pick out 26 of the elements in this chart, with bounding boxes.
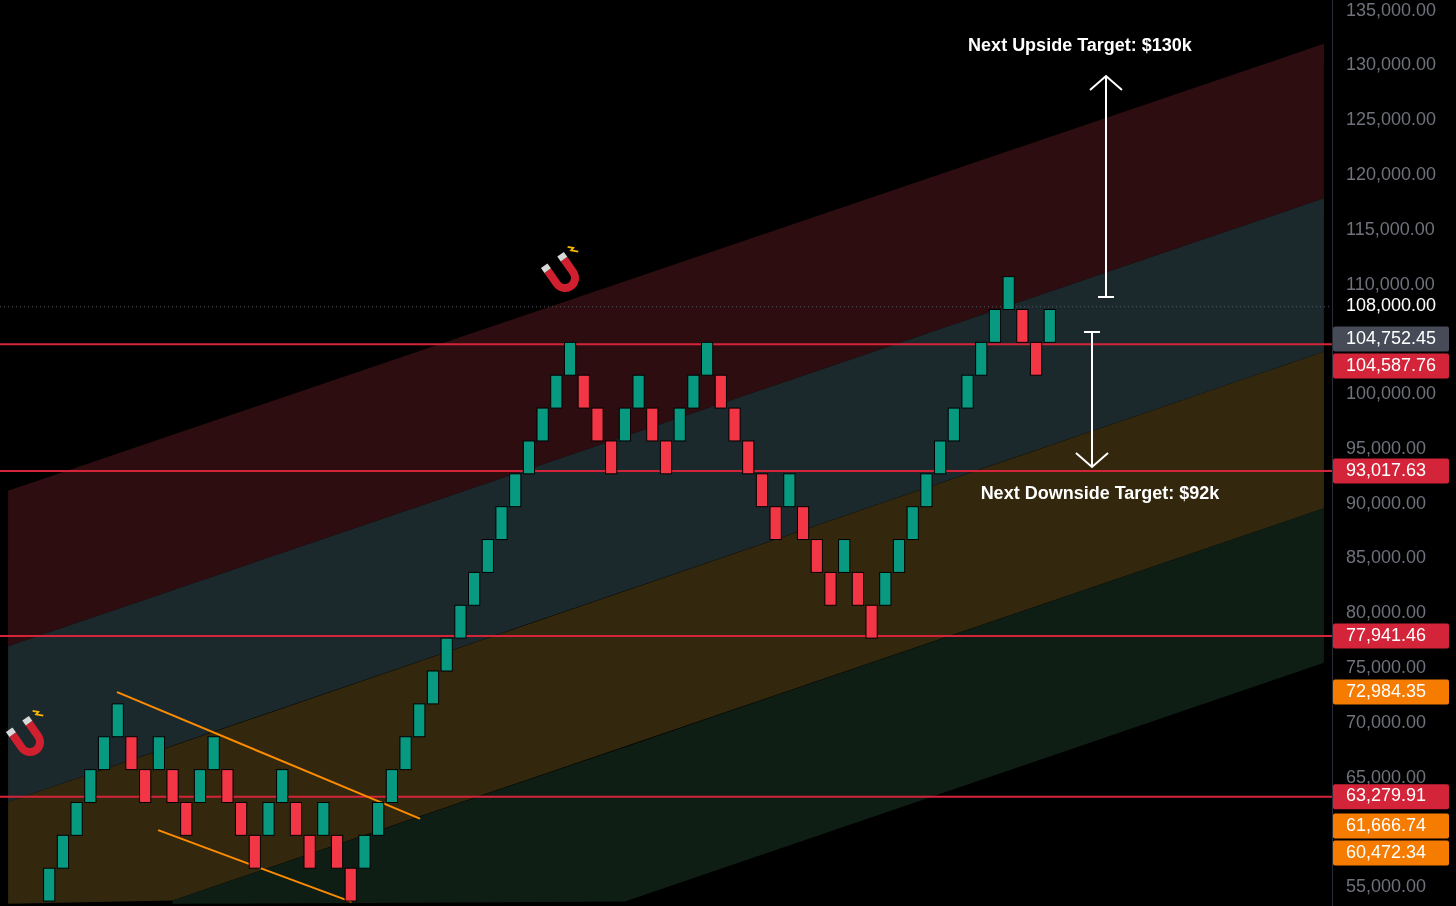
y-tick-label: 55,000.00 [1346,876,1427,897]
ref-line-label: 104,587.76 [1346,354,1437,375]
y-tick-label: 110,000.00 [1346,273,1435,294]
text: 60,472.34 [1346,841,1427,862]
ref-line-label: 108,000.00 [1346,295,1437,316]
annotation: Next Upside Target: $130k [968,34,1193,55]
y-tick-label: 75,000.00 [1346,657,1427,678]
y-tick-label: 85,000.00 [1346,547,1427,568]
text: 104,752.45 [1346,327,1437,348]
y-tick-label: 65,000.00 [1346,766,1427,787]
y-tick-label: 115,000.00 [1346,218,1435,239]
ref-line-label: 77,941.46 [1346,624,1427,645]
y-tick-label: 90,000.00 [1346,492,1427,513]
y-tick-label: 100,000.00 [1346,383,1437,404]
y-tick-label: 120,000.00 [1346,164,1437,185]
ref-line-label: 93,017.63 [1346,459,1427,480]
annotation: Next Downside Target: $92k [980,482,1221,503]
text: 61,666.74 [1346,814,1427,835]
y-tick-label: 130,000.00 [1346,54,1437,75]
y-tick-label: 125,000.00 [1346,109,1437,130]
text: 72,984.35 [1346,680,1427,701]
ref-line-label: 63,279.91 [1346,785,1427,806]
y-tick-label: 95,000.00 [1346,437,1427,458]
y-tick-label: 80,000.00 [1346,602,1427,623]
y-tick-label: 70,000.00 [1346,711,1427,732]
y-tick-label: 135,000.00 [1346,0,1437,20]
